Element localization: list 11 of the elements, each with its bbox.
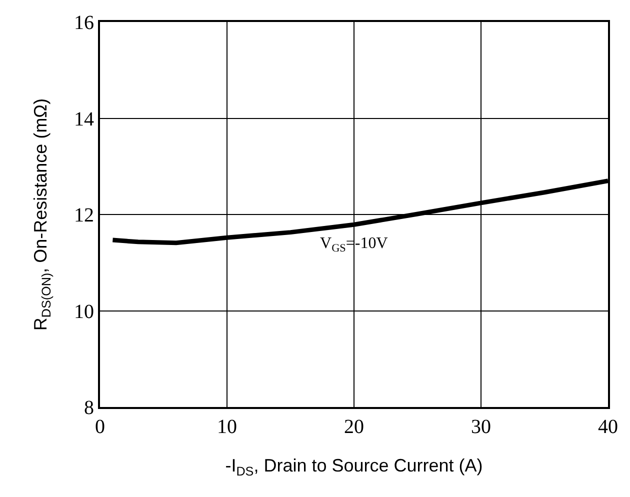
y-tick-label: 14 bbox=[74, 108, 94, 130]
x-tick-label: 40 bbox=[598, 416, 618, 438]
x-axis-title: -I$_{DS}$, Drain to Source Current (A) bbox=[225, 456, 483, 478]
y-tick-label: 8 bbox=[84, 397, 94, 419]
y-tick-label: 12 bbox=[74, 204, 94, 226]
x-tick-label: 30 bbox=[471, 416, 491, 438]
y-tick-label: 16 bbox=[74, 12, 94, 34]
y-tick-label: 10 bbox=[74, 300, 94, 323]
x-tick-label: 10 bbox=[217, 416, 237, 438]
x-tick-label: 20 bbox=[344, 416, 364, 438]
x-tick-label: 0 bbox=[95, 416, 105, 438]
